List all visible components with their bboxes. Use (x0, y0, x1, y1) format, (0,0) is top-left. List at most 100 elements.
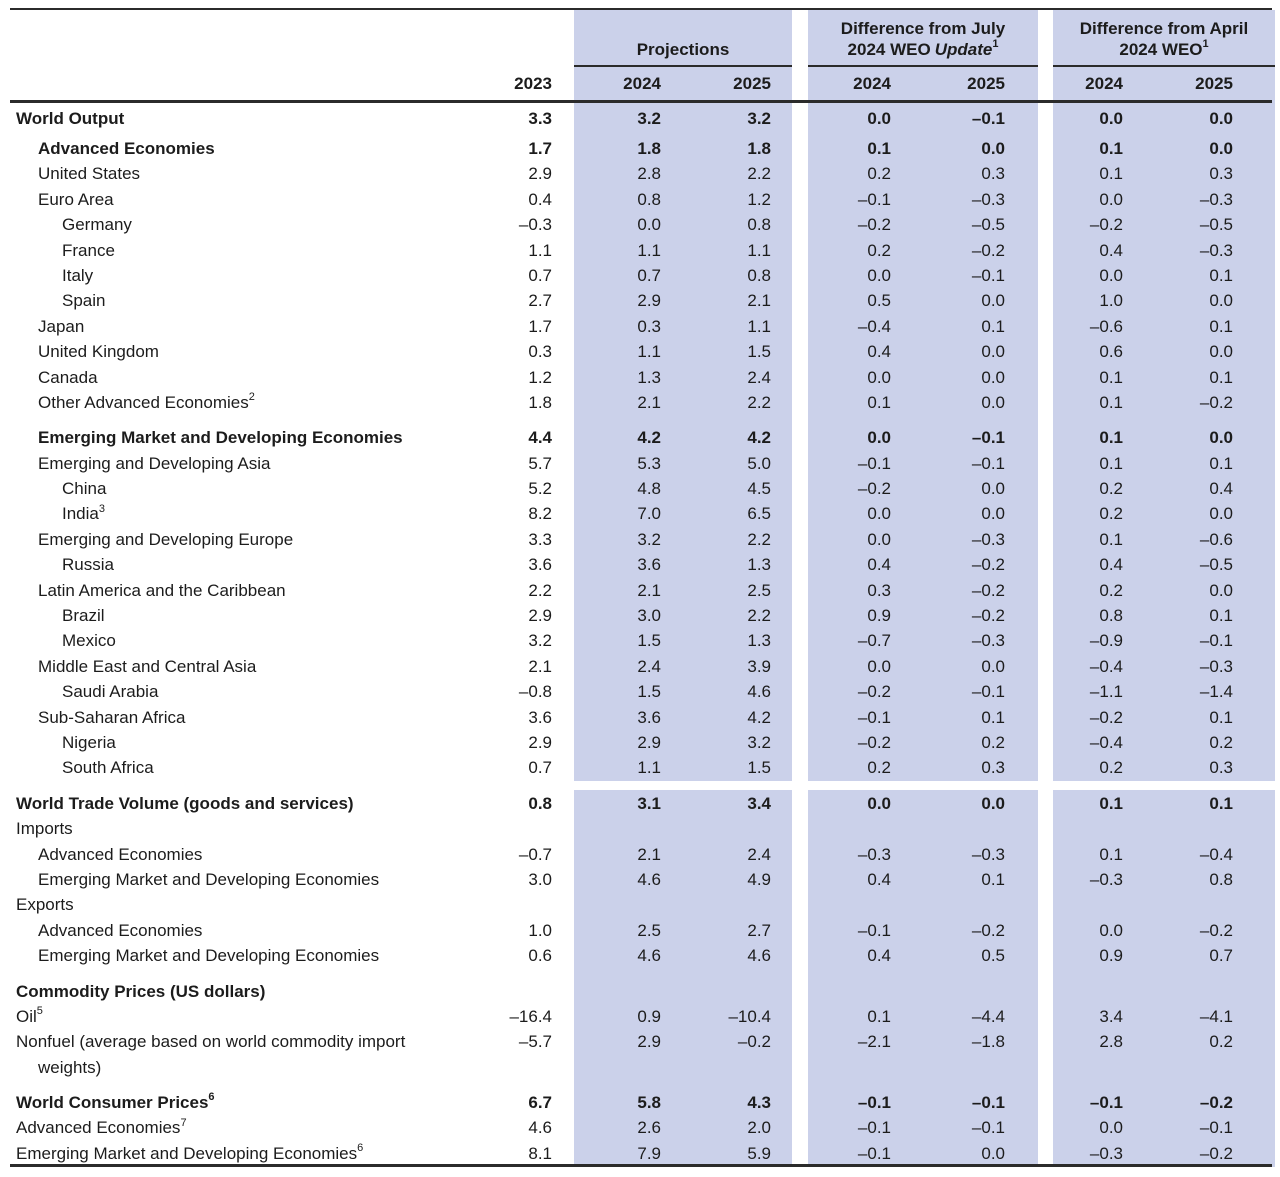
value-cell: 0.8 (1099, 606, 1123, 626)
value-cell: 3.2 (747, 109, 771, 128)
value-cell: 5.7 (528, 453, 552, 473)
row-label: Oil5 (16, 1005, 43, 1026)
value-cell: –0.5 (1199, 215, 1233, 235)
table-row: Latin America and the Caribbean 2.2 2.1 2.5… (0, 578, 1280, 603)
value-cell: 1.8 (747, 139, 771, 158)
table-row: Russia 3.6 3.6 1.3 0.4 –0.2 0.4 –0.5 (0, 552, 1280, 577)
diff-july-line2: 2024 WEO (847, 40, 931, 59)
value-cell: –0.2 (971, 240, 1005, 260)
row-label: Russia (62, 555, 114, 575)
value-cell: 0.0 (1099, 920, 1123, 940)
value-cell: 0.1 (981, 316, 1005, 336)
value-cell: 6.7 (528, 1093, 552, 1113)
diff-april-line2: 2024 WEO (1119, 40, 1203, 59)
value-cell: 2.9 (528, 606, 552, 626)
value-cell: –0.3 (971, 189, 1005, 209)
value-cell: –0.1 (857, 1118, 891, 1138)
table-row: Emerging Market and Developing Economies… (0, 867, 1280, 892)
value-cell: –0.8 (518, 682, 552, 702)
value-cell: 0.3 (528, 342, 552, 362)
value-cell: 1.1 (637, 240, 661, 260)
value-cell: 1.7 (528, 316, 552, 336)
footnote-marker: 6 (357, 1142, 364, 1155)
value-cell: –0.1 (1089, 1093, 1123, 1113)
footnote-marker: 3 (98, 502, 105, 515)
table-row: Advanced Economies –0.7 2.1 2.4 –0.3 –0.3 0.1 –… (0, 842, 1280, 867)
value-cell: 0.8 (1209, 869, 1233, 889)
value-cell: 0.4 (528, 189, 552, 209)
value-cell: –0.7 (518, 844, 552, 864)
value-cell: 5.8 (637, 1093, 661, 1113)
value-cell: 1.1 (747, 240, 771, 260)
projections-title: Projections (636, 40, 730, 59)
value-cell: –2.1 (857, 1032, 891, 1052)
value-cell: 3.2 (747, 732, 771, 752)
row-label: United Kingdom (38, 342, 159, 362)
value-cell: 4.3 (747, 1093, 771, 1113)
value-cell: 0.1 (1209, 606, 1233, 626)
value-cell: 0.4 (867, 555, 891, 575)
value-cell: 0.4 (1209, 479, 1233, 499)
value-cell: –0.2 (1199, 392, 1233, 412)
table-row: Nigeria 2.9 2.9 3.2 –0.2 0.2 –0.4 0.2 (0, 730, 1280, 755)
value-cell: 0.0 (1099, 189, 1123, 209)
value-cell: 3.6 (637, 555, 661, 575)
shaded-column-diff-april-upper (1053, 10, 1275, 781)
value-cell: 4.5 (747, 479, 771, 499)
table-row: Nonfuel (average based on world commodit… (0, 1029, 1280, 1080)
table-row: Emerging Market and Developing Economies… (0, 425, 1280, 450)
table-row: Emerging Market and Developing Economies… (0, 943, 1280, 968)
value-cell: 0.0 (867, 265, 891, 285)
table-row: Germany –0.3 0.0 0.8 –0.2 –0.5 –0.2 –0.5 (0, 212, 1280, 237)
value-cell: 0.8 (747, 265, 771, 285)
value-cell: 0.0 (1099, 265, 1123, 285)
row-label: Nigeria (62, 732, 116, 752)
value-cell: 7.0 (637, 504, 661, 524)
value-cell: 0.0 (1209, 342, 1233, 362)
value-cell: 1.5 (747, 758, 771, 778)
value-cell: 2.4 (747, 844, 771, 864)
table-row: Spain 2.7 2.9 2.1 0.5 0.0 1.0 0.0 (0, 288, 1280, 313)
year-header-row: 2023 2024 2025 2024 2025 2024 2025 (0, 69, 1280, 99)
value-cell: 1.0 (1099, 291, 1123, 311)
value-cell: 0.1 (1209, 793, 1233, 813)
row-label: Emerging and Developing Europe (38, 529, 294, 549)
row-label: United States (38, 164, 141, 184)
value-cell: 2.9 (637, 291, 661, 311)
table-body: World Output 3.3 3.2 3.2 0.0 –0.1 0.0 0.0 Advanc… (0, 103, 1280, 1166)
value-cell: 3.1 (637, 793, 661, 813)
value-cell: 0.9 (1099, 946, 1123, 966)
table-row: Saudi Arabia –0.8 1.5 4.6 –0.2 –0.1 –1.1 –1.4 (0, 679, 1280, 704)
table-row: India3 8.2 7.0 6.5 0.0 0.0 0.2 0.0 (0, 501, 1280, 526)
table-row: Advanced Economies7 4.6 2.6 2.0 –0.1 –0.1 0.0 –… (0, 1115, 1280, 1140)
value-cell: –0.1 (857, 1143, 891, 1163)
row-label: Canada (38, 367, 98, 387)
row-label: Italy (62, 265, 94, 285)
value-cell: 0.1 (1209, 367, 1233, 387)
value-cell: 0.2 (867, 164, 891, 184)
col-header-proj-2024: 2024 (623, 74, 661, 93)
table-row: China 5.2 4.8 4.5 –0.2 0.0 0.2 0.4 (0, 476, 1280, 501)
value-cell: –16.4 (509, 1006, 552, 1026)
table-row: Sub-Saharan Africa 3.6 3.6 4.2 –0.1 0.1 –0.2 0.… (0, 705, 1280, 730)
value-cell: –5.7 (518, 1032, 552, 1052)
value-cell: –0.2 (857, 215, 891, 235)
value-cell: 2.4 (747, 367, 771, 387)
value-cell: –0.6 (1199, 529, 1233, 549)
value-cell: 1.5 (637, 682, 661, 702)
row-label: World Consumer Prices6 (16, 1091, 215, 1113)
value-cell: 4.6 (637, 946, 661, 966)
table-row: South Africa 0.7 1.1 1.5 0.2 0.3 0.2 0.3 (0, 755, 1280, 780)
value-cell: 0.3 (981, 164, 1005, 184)
value-cell: 3.6 (637, 707, 661, 727)
row-label: Brazil (62, 606, 105, 626)
diff-april-underline (1053, 65, 1275, 67)
value-cell: –0.3 (1199, 656, 1233, 676)
value-cell: 3.2 (637, 109, 661, 128)
row-label: India3 (62, 502, 105, 524)
table-row: Commodity Prices (US dollars) (0, 979, 1280, 1004)
table-row: World Output 3.3 3.2 3.2 0.0 –0.1 0.0 0.0 (0, 105, 1280, 133)
value-cell: –0.1 (857, 1093, 891, 1113)
value-cell: 2.1 (747, 291, 771, 311)
value-cell: –0.2 (971, 606, 1005, 626)
